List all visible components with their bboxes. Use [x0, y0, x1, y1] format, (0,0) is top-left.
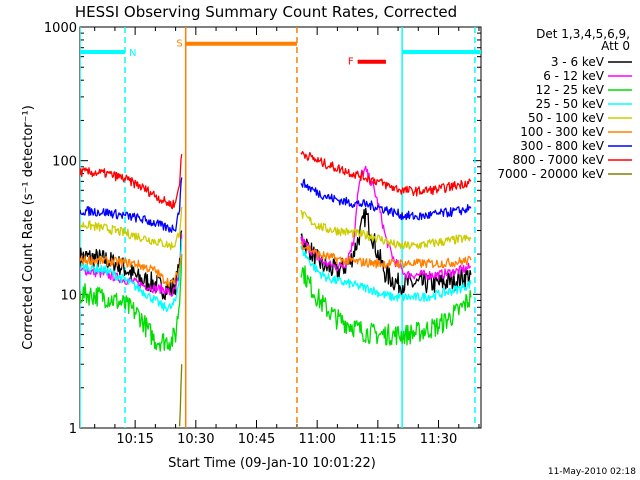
- series-line-300-800-kev: [300, 178, 472, 221]
- x-tick-label: 10:45: [238, 432, 275, 447]
- legend-item-label: 3 - 6 keV: [551, 55, 605, 69]
- interval-label-N: N: [129, 48, 136, 59]
- series-line-50-100-kev: [80, 206, 183, 251]
- x-tick-label: 10:15: [116, 432, 153, 447]
- legend-item-label: 6 - 12 keV: [543, 69, 605, 83]
- series-line-3-6-kev: [300, 207, 472, 296]
- x-tick-label: 11:30: [420, 432, 457, 447]
- y-tick-label: 1000: [44, 21, 77, 36]
- series-line-300-800-kev: [80, 177, 183, 233]
- series-line-100-300-kev: [80, 253, 183, 288]
- series-line-3-6-kev: [80, 230, 183, 301]
- legend-title-line: Att 0: [601, 39, 630, 53]
- legend-item-label: 100 - 300 keV: [520, 125, 604, 139]
- series-line-50-100-kev: [300, 209, 472, 250]
- legend-title-line: Det 1,3,4,5,6,9,: [536, 27, 630, 41]
- series-line-25-50-kev: [80, 238, 183, 313]
- chart-title: HESSI Observing Summary Count Rates, Cor…: [75, 3, 457, 21]
- footer-date: 11-May-2010 02:18: [548, 467, 636, 477]
- y-tick-label: 100: [52, 155, 77, 170]
- legend-item-label: 12 - 25 keV: [536, 83, 605, 97]
- y-axis-label: Corrected Count Rate (s⁻¹ detector⁻¹): [21, 105, 36, 350]
- y-tick-label: 1: [69, 422, 77, 437]
- legend-item-label: 7000 - 20000 keV: [497, 167, 604, 181]
- x-tick-label: 11:00: [298, 432, 335, 447]
- series-line-6-12-kev: [300, 165, 472, 280]
- x-tick-label: 11:15: [359, 432, 396, 447]
- series-line-7000-20000-kev: [178, 364, 183, 427]
- series-line-800-7000-kev: [300, 150, 472, 197]
- legend-item-label: 300 - 800 keV: [520, 139, 604, 153]
- interval-label-S: S: [176, 39, 182, 50]
- series-line-25-50-kev: [300, 245, 472, 303]
- legend-item-label: 800 - 7000 keV: [513, 153, 605, 167]
- legend-item-label: 50 - 100 keV: [528, 111, 605, 125]
- y-tick-label: 10: [60, 288, 77, 303]
- series-line-800-7000-kev: [80, 154, 183, 210]
- series-line-100-300-kev: [300, 240, 472, 269]
- plot-area: [80, 27, 481, 428]
- x-axis-label: Start Time (09-Jan-10 10:01:22): [168, 456, 376, 471]
- plot-frame: [79, 26, 482, 429]
- x-tick-label: 10:30: [177, 432, 214, 447]
- interval-label-F: F: [348, 57, 354, 68]
- legend-item-label: 25 - 50 keV: [536, 97, 605, 111]
- series-line-12-25-kev: [300, 265, 472, 346]
- series-line-12-25-kev: [80, 254, 183, 352]
